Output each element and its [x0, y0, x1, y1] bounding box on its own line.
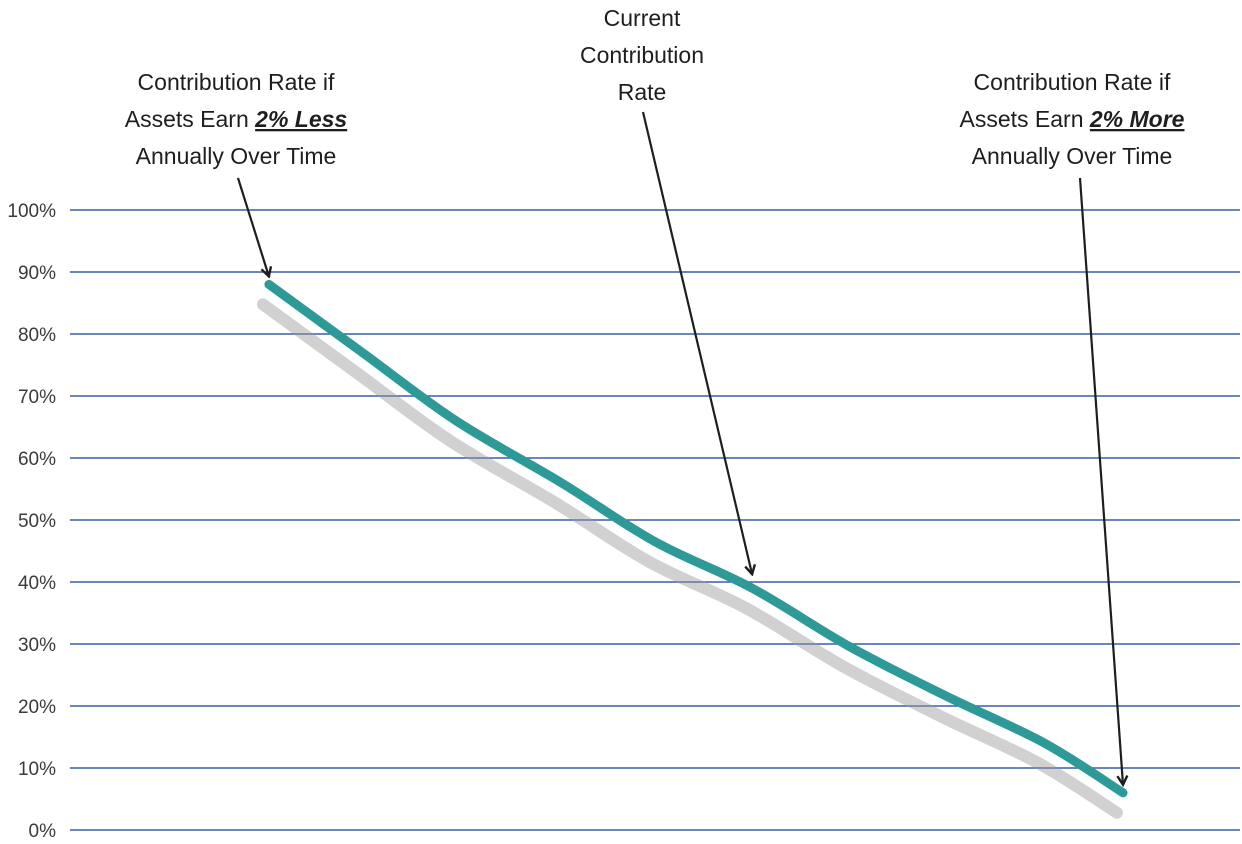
annotation-line: Rate [618, 79, 667, 105]
annotation-arrow [641, 111, 752, 574]
y-tick-label: 40% [18, 573, 56, 594]
annotation-text: Assets Earn [125, 106, 255, 132]
series-line [264, 279, 1128, 798]
annotation-text: Contribution [580, 42, 704, 68]
series-line-shadow [256, 298, 1123, 819]
annotation-text: Assets Earn [960, 106, 1090, 132]
y-tick-label: 10% [18, 759, 56, 780]
annotation-current: Current Contribution Rate [580, 5, 752, 574]
y-tick-label: 60% [18, 449, 56, 470]
data-series [256, 279, 1128, 819]
annotation-arrow [236, 177, 269, 276]
annotation-line: Annually Over Time [136, 143, 337, 169]
annotation-line: Assets Earn 2% Less [125, 106, 347, 132]
annotation-line: Contribution [580, 42, 704, 68]
gridlines [70, 209, 1240, 831]
y-axis-tick-labels: 0% 10% 20% 30% 40% 50% 60% 70% 80% 90% 100% [7, 201, 56, 842]
y-tick-label: 0% [29, 821, 57, 842]
annotation-line: Assets Earn 2% More [960, 106, 1185, 132]
annotation-line: Annually Over Time [972, 143, 1173, 169]
annotation-arrow [1078, 177, 1123, 785]
annotation-emphasis: 2% Less [254, 106, 347, 132]
annotation-emphasis: 2% More [1089, 106, 1185, 132]
annotation-line: Current [604, 5, 681, 31]
annotation-text: Rate [618, 79, 667, 105]
y-tick-label: 70% [18, 387, 56, 408]
y-tick-label: 100% [7, 201, 56, 222]
annotation-text: Annually Over Time [136, 143, 337, 169]
annotation-line: Contribution Rate if [974, 69, 1171, 95]
y-tick-label: 80% [18, 325, 56, 346]
annotation-text: Contribution Rate if [974, 69, 1171, 95]
y-tick-label: 30% [18, 635, 56, 656]
annotation-line: Contribution Rate if [138, 69, 335, 95]
y-tick-label: 20% [18, 697, 56, 718]
annotation-text: Annually Over Time [972, 143, 1173, 169]
annotation-text: Contribution Rate if [138, 69, 335, 95]
y-tick-label: 50% [18, 511, 56, 532]
annotation-text: Current [604, 5, 681, 31]
y-tick-label: 90% [18, 263, 56, 284]
